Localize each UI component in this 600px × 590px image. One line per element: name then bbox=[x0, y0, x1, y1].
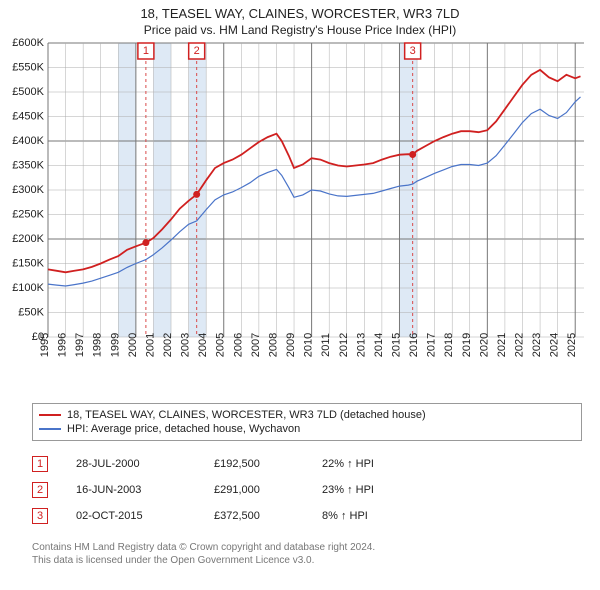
sale-diff: 22% ↑ HPI bbox=[322, 458, 412, 470]
svg-text:2003: 2003 bbox=[180, 333, 192, 357]
svg-text:2017: 2017 bbox=[426, 333, 438, 357]
svg-text:3: 3 bbox=[410, 45, 416, 57]
legend-swatch-a bbox=[39, 414, 61, 416]
svg-text:2025: 2025 bbox=[566, 333, 578, 357]
svg-text:2000: 2000 bbox=[127, 333, 139, 357]
svg-text:2014: 2014 bbox=[373, 333, 385, 357]
svg-text:2021: 2021 bbox=[496, 333, 508, 357]
svg-text:£200K: £200K bbox=[12, 233, 44, 245]
legend-label-a: 18, TEASEL WAY, CLAINES, WORCESTER, WR3 … bbox=[67, 409, 426, 421]
sale-row: 2 16-JUN-2003 £291,000 23% ↑ HPI bbox=[32, 477, 582, 503]
attribution-line: Contains HM Land Registry data © Crown c… bbox=[32, 541, 582, 554]
svg-text:2022: 2022 bbox=[513, 333, 525, 357]
chart-svg: £0£50K£100K£150K£200K£250K£300K£350K£400… bbox=[0, 37, 600, 397]
svg-text:£150K: £150K bbox=[12, 258, 44, 270]
svg-text:2005: 2005 bbox=[215, 333, 227, 357]
sale-row: 3 02-OCT-2015 £372,500 8% ↑ HPI bbox=[32, 503, 582, 529]
svg-text:2004: 2004 bbox=[197, 333, 209, 357]
chart-subtitle: Price paid vs. HM Land Registry's House … bbox=[0, 23, 600, 37]
sales-list: 1 28-JUL-2000 £192,500 22% ↑ HPI 2 16-JU… bbox=[32, 451, 582, 529]
svg-text:2011: 2011 bbox=[320, 333, 332, 357]
svg-text:1998: 1998 bbox=[92, 333, 104, 357]
chart-titles: 18, TEASEL WAY, CLAINES, WORCESTER, WR3 … bbox=[0, 0, 600, 37]
sale-price: £291,000 bbox=[214, 484, 294, 496]
legend-row-b: HPI: Average price, detached house, Wych… bbox=[39, 422, 575, 436]
svg-text:2010: 2010 bbox=[303, 333, 315, 357]
svg-text:2002: 2002 bbox=[162, 333, 174, 357]
sale-price: £192,500 bbox=[214, 458, 294, 470]
svg-text:2018: 2018 bbox=[443, 333, 455, 357]
svg-text:1996: 1996 bbox=[57, 333, 69, 357]
legend-label-b: HPI: Average price, detached house, Wych… bbox=[67, 423, 300, 435]
svg-text:£300K: £300K bbox=[12, 184, 44, 196]
svg-text:£50K: £50K bbox=[18, 307, 44, 319]
sale-date: 02-OCT-2015 bbox=[76, 510, 186, 522]
chart-area: £0£50K£100K£150K£200K£250K£300K£350K£400… bbox=[0, 37, 600, 397]
sale-date: 16-JUN-2003 bbox=[76, 484, 186, 496]
svg-text:£550K: £550K bbox=[12, 62, 44, 74]
svg-text:2009: 2009 bbox=[285, 333, 297, 357]
sale-price: £372,500 bbox=[214, 510, 294, 522]
sale-diff: 8% ↑ HPI bbox=[322, 510, 412, 522]
figure: 18, TEASEL WAY, CLAINES, WORCESTER, WR3 … bbox=[0, 0, 600, 567]
svg-text:£600K: £600K bbox=[12, 37, 44, 49]
sale-badge: 3 bbox=[32, 508, 48, 524]
svg-text:£100K: £100K bbox=[12, 282, 44, 294]
svg-text:2024: 2024 bbox=[549, 333, 561, 357]
svg-text:2012: 2012 bbox=[338, 333, 350, 357]
svg-text:1: 1 bbox=[143, 45, 149, 57]
svg-text:£350K: £350K bbox=[12, 160, 44, 172]
svg-text:2001: 2001 bbox=[144, 333, 156, 357]
legend-row-a: 18, TEASEL WAY, CLAINES, WORCESTER, WR3 … bbox=[39, 408, 575, 422]
legend-swatch-b bbox=[39, 428, 61, 430]
sale-row: 1 28-JUL-2000 £192,500 22% ↑ HPI bbox=[32, 451, 582, 477]
svg-text:£500K: £500K bbox=[12, 86, 44, 98]
svg-text:1995: 1995 bbox=[39, 333, 51, 357]
svg-text:2: 2 bbox=[194, 45, 200, 57]
svg-text:2013: 2013 bbox=[355, 333, 367, 357]
svg-text:2023: 2023 bbox=[531, 333, 543, 357]
svg-text:1997: 1997 bbox=[74, 333, 86, 357]
svg-text:2020: 2020 bbox=[478, 333, 490, 357]
svg-text:2019: 2019 bbox=[461, 333, 473, 357]
sale-badge: 1 bbox=[32, 456, 48, 472]
svg-text:£250K: £250K bbox=[12, 209, 44, 221]
svg-text:£450K: £450K bbox=[12, 111, 44, 123]
svg-text:2008: 2008 bbox=[267, 333, 279, 357]
chart-title: 18, TEASEL WAY, CLAINES, WORCESTER, WR3 … bbox=[0, 6, 600, 21]
sale-diff: 23% ↑ HPI bbox=[322, 484, 412, 496]
svg-text:1999: 1999 bbox=[109, 333, 121, 357]
svg-text:2016: 2016 bbox=[408, 333, 420, 357]
svg-text:2006: 2006 bbox=[232, 333, 244, 357]
legend: 18, TEASEL WAY, CLAINES, WORCESTER, WR3 … bbox=[32, 403, 582, 441]
svg-text:£400K: £400K bbox=[12, 135, 44, 147]
svg-text:2007: 2007 bbox=[250, 333, 262, 357]
sale-badge: 2 bbox=[32, 482, 48, 498]
svg-text:2015: 2015 bbox=[390, 333, 402, 357]
attribution-line: This data is licensed under the Open Gov… bbox=[32, 554, 582, 567]
sale-date: 28-JUL-2000 bbox=[76, 458, 186, 470]
attribution: Contains HM Land Registry data © Crown c… bbox=[32, 541, 582, 567]
